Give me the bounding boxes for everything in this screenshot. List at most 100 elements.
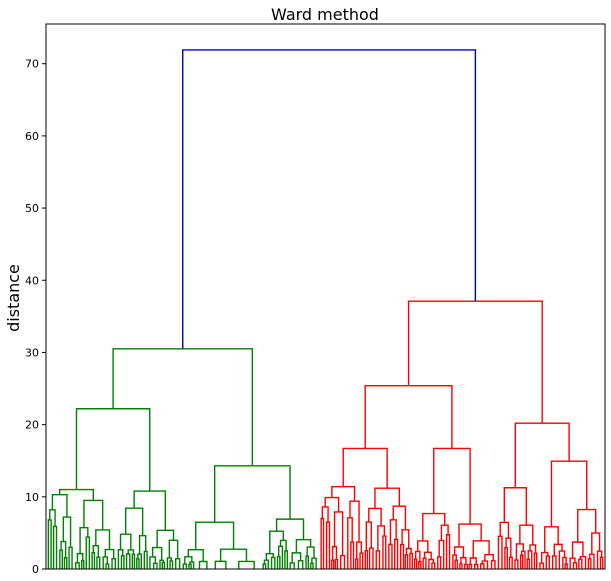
dendrogram-link [579,555,587,569]
dendrogram-link [340,554,346,569]
dendrogram-link [333,511,344,556]
dendrogram-link [161,561,166,569]
dendrogram-link [368,507,382,526]
dendrogram-link [553,543,563,556]
dendrogram-link [198,560,208,569]
dendrogram-link [359,552,364,569]
dendrogram-link [59,549,64,569]
dendrogram-link [572,562,578,569]
y-tick-label: 60 [25,130,39,143]
dendrogram-link [276,555,281,569]
y-tick-label: 20 [25,419,39,432]
dendrogram-link [91,552,96,569]
dendrogram-link [454,559,459,569]
dendrogram-link [143,550,148,569]
y-tick-label: 70 [25,58,39,71]
dendrogram-link [431,562,436,569]
dendrogram-link [188,563,192,569]
dendrogram-link [474,563,479,569]
dendrogram-link [60,540,67,558]
y-tick-label: 0 [32,563,39,576]
dendrogram-link [460,556,467,565]
dendrogram-link [519,524,534,545]
dendrogram-link [544,526,559,553]
dendrogram-link [324,496,340,512]
dendrogram-link [75,408,151,492]
dendrogram-link [577,508,597,543]
dendrogram-links [47,49,604,569]
dendrogram-link [214,560,227,569]
dendrogram-link [289,562,295,569]
y-axis-label: distance [4,264,23,332]
dendrogram-link [124,507,144,536]
dendrogram-link [85,536,91,569]
dendrogram-link [508,556,513,569]
dendrogram-link [284,550,289,569]
dendrogram-link [81,559,85,569]
dendrogram-link [96,556,101,569]
dendrogram-link [545,555,551,569]
dendrogram-link [62,516,72,548]
dendrogram-link [63,557,68,569]
dendrogram-link [310,562,314,569]
dendrogram-link [481,560,489,569]
dendrogram-link [599,556,604,569]
dendrogram-link [407,300,543,424]
dendrogram-link [375,550,381,569]
dendrogram-link [168,539,179,559]
dendrogram-link [331,486,356,502]
dendrogram-link [330,559,335,569]
dendrogram-link [131,553,136,569]
dendrogram-link [526,558,530,569]
dendrogram-link [533,552,538,569]
dendrogram-link [175,557,181,569]
dendrogram-link [187,549,204,562]
dendrogram-link [320,517,325,569]
dendrogram-link [125,553,131,569]
dendrogram-link [152,562,158,569]
dendrogram-link [219,548,248,562]
dendrogram-link [137,553,142,569]
dendrogram-link [270,556,276,569]
dendrogram-link [305,555,310,569]
dendrogram-link [503,487,528,526]
dendrogram-link [364,550,369,569]
dendrogram-link [364,384,453,449]
dendrogram-link [265,553,274,561]
dendrogram-link [184,556,193,565]
dendrogram-link [428,558,435,569]
dendrogram-link [83,499,104,530]
dendrogram-link [182,49,477,349]
dendrogram-link [469,557,477,565]
dendrogram-link [569,557,576,569]
dendrogram-link [52,525,58,569]
dendrogram-link [68,546,73,569]
dendrogram-link [350,541,355,569]
dendrogram-link [105,563,110,569]
dendrogram-link [480,563,485,569]
dendrogram-link [550,460,588,527]
dendrogram-link [321,506,329,523]
dendrogram-link [295,538,312,553]
dendrogram-link [404,554,409,569]
dendrogram-link [297,559,304,569]
dendrogram-link [578,558,583,569]
dendrogram-link [418,560,422,569]
dendrogram-link [79,527,89,554]
dendrogram-link [334,558,339,569]
dendrogram-link [49,509,56,527]
dendrogram-link [156,529,175,548]
dendrogram-link [159,559,165,569]
y-tick-label: 50 [25,202,39,215]
dendrogram-link [325,521,331,569]
y-tick-label: 40 [25,274,39,287]
dendrogram-link [514,559,519,569]
dendrogram-link [417,540,429,553]
dendrogram-link [262,563,267,569]
dendrogram-link [472,540,490,559]
dendrogram-link [389,519,397,545]
dendrogram-link [459,563,463,569]
dendrogram-link [291,552,302,563]
dendrogram-link [47,519,52,569]
dendrogram-link [571,541,584,559]
